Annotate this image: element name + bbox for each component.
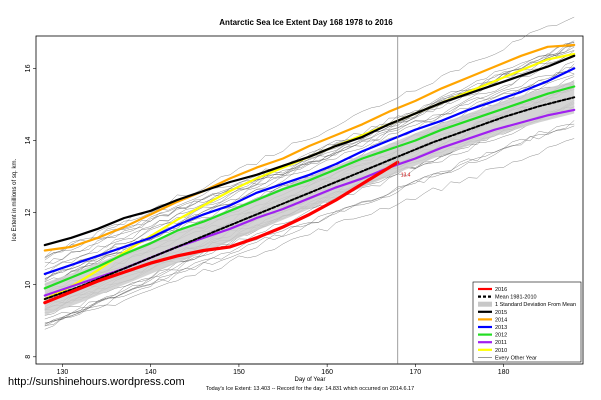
legend-label: 2013 <box>495 325 507 331</box>
every-other-year-line <box>44 138 575 327</box>
series-line-mean-1981-2010 <box>43 96 576 301</box>
x-tick-label: 150 <box>233 369 245 376</box>
x-tick-label: 140 <box>145 369 157 376</box>
y-tick-label: 10 <box>25 281 32 289</box>
y-tick-label: 16 <box>25 64 32 72</box>
y-axis: 8 10 12 14 16 <box>25 64 36 359</box>
legend-label: 2015 <box>495 310 507 316</box>
legend-box <box>472 281 582 363</box>
legend-label: 1 Standard Deviation From Mean <box>495 302 576 308</box>
series-line-2012 <box>43 85 576 290</box>
series-line-2016 <box>43 160 400 305</box>
series-line-2015 <box>43 54 576 247</box>
watermark-url: http://sunshinehours.wordpress.com <box>8 376 185 388</box>
x-axis-label: Day of Year <box>294 377 325 383</box>
every-other-year-line <box>44 103 575 316</box>
y-tick-label: 14 <box>25 137 32 145</box>
legend-label: 2010 <box>495 348 507 354</box>
chart-title: Antarctic Sea Ice Extent Day 168 1978 to… <box>219 18 393 27</box>
x-tick-label: 160 <box>321 369 333 376</box>
every-other-year-line <box>44 41 575 280</box>
series-line-2013 <box>43 67 576 275</box>
y-tick-label: 8 <box>25 355 32 359</box>
x-tick-label: 170 <box>410 369 422 376</box>
current-extent-annotation: 13.4 <box>401 173 411 179</box>
every-other-year-line <box>44 120 575 325</box>
x-axis: 130 140 150 160 170 180 <box>57 363 510 376</box>
every-other-year-line <box>44 44 575 264</box>
series-line-2014 <box>43 43 576 252</box>
series-lines <box>43 43 576 305</box>
every-other-year-line <box>44 125 575 326</box>
x-tick-label: 180 <box>498 369 510 376</box>
legend-label: 2014 <box>495 317 507 323</box>
legend-label: 2016 <box>495 287 507 293</box>
legend-label: 2012 <box>495 333 507 339</box>
legend-label: Mean 1981-2010 <box>495 295 537 301</box>
legend-swatch <box>478 301 492 307</box>
every-other-year-line <box>44 66 575 259</box>
y-axis-label: Ice Extent in millions of sq. km. <box>12 158 18 241</box>
chart-caption: Today's Ice Extent: 13.403 -- Record for… <box>206 386 414 392</box>
x-tick-label: 130 <box>57 369 69 376</box>
every-other-year-line <box>44 40 575 271</box>
legend-label: Every Other Year <box>495 355 537 361</box>
y-tick-label: 12 <box>25 209 32 217</box>
plot-area: 13.4 <box>35 16 584 365</box>
legend-label: 2011 <box>495 340 507 346</box>
